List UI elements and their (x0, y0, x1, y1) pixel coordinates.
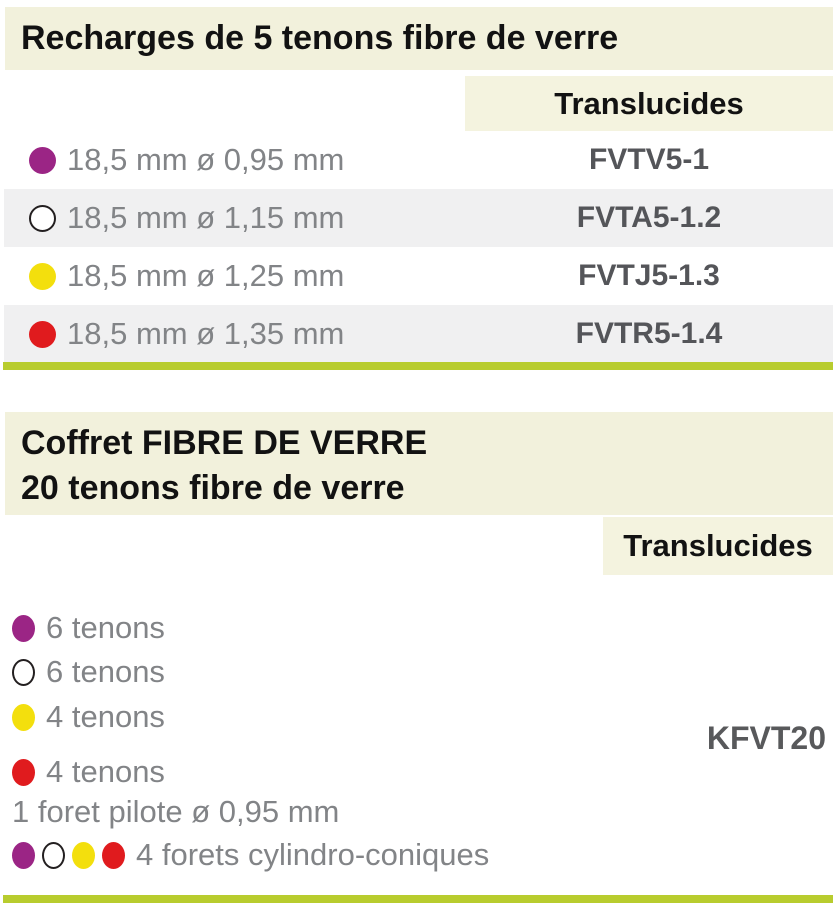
post-size-label: 18,5 mm ø 0,95 mm (67, 142, 345, 177)
list-item-label: 4 tenons (46, 754, 165, 789)
product-code: FVTA5-1.2 (576, 201, 722, 234)
post-size-label: 18,5 mm ø 1,25 mm (67, 258, 345, 293)
table-row: 18,5 mm ø 1,35 mm FVTR5-1.4 (0, 305, 833, 363)
table-row: 18,5 mm ø 1,15 mm FVTA5-1.2 (0, 189, 833, 247)
list-item-label: 1 foret pilote ø 0,95 mm (12, 794, 340, 829)
section2-product-code: KFVT20 (706, 720, 826, 756)
list-item-label: 4 tenons (46, 699, 165, 734)
section2-column-header-translucides: Translucides (603, 517, 833, 575)
section2-divider-bar (3, 895, 833, 903)
section1-column-header-translucides: Translucides (465, 76, 833, 131)
red-dot-icon (102, 841, 125, 869)
table-row: 18,5 mm ø 0,95 mm FVTV5-1 (0, 131, 833, 189)
post-size-label: 18,5 mm ø 1,15 mm (67, 200, 345, 235)
section1-divider-bar (3, 362, 833, 370)
list-item-label: 6 tenons (46, 610, 165, 645)
purple-dot-icon (29, 146, 56, 174)
white-dot-icon (29, 204, 56, 232)
section2-title-line1: Coffret FIBRE DE VERRE (21, 424, 428, 462)
section1-title: Recharges de 5 tenons fibre de verre (5, 7, 833, 70)
white-dot-icon (12, 658, 35, 686)
list-item: 1 foret pilote ø 0,95 mm (0, 794, 590, 830)
purple-dot-icon (12, 614, 35, 642)
list-item-label: 4 forets cylindro-coniques (136, 837, 490, 872)
red-dot-icon (12, 758, 35, 786)
list-item: 4 tenons (0, 699, 590, 735)
product-code: FVTV5-1 (588, 143, 710, 176)
product-code: FVTJ5-1.3 (578, 259, 720, 292)
list-item: 4 tenons (0, 754, 590, 790)
section2-title-line2: 20 tenons fibre de verre (21, 469, 405, 507)
white-dot-icon (42, 841, 65, 869)
red-dot-icon (29, 320, 56, 348)
section1-table: 18,5 mm ø 0,95 mm FVTV5-1 18,5 mm ø 1,15 m… (0, 131, 833, 363)
yellow-dot-icon (12, 703, 35, 731)
list-item: 4 forets cylindro-coniques (0, 837, 590, 873)
list-item: 6 tenons (0, 610, 590, 646)
purple-dot-icon (12, 841, 35, 869)
post-size-label: 18,5 mm ø 1,35 mm (67, 316, 345, 351)
section2-title: Coffret FIBRE DE VERRE 20 tenons fibre d… (5, 412, 833, 515)
list-item-label: 6 tenons (46, 654, 165, 689)
table-row: 18,5 mm ø 1,25 mm FVTJ5-1.3 (0, 247, 833, 305)
product-code: FVTR5-1.4 (575, 317, 723, 350)
yellow-dot-icon (29, 262, 56, 290)
yellow-dot-icon (72, 841, 95, 869)
list-item: 6 tenons (0, 654, 590, 690)
